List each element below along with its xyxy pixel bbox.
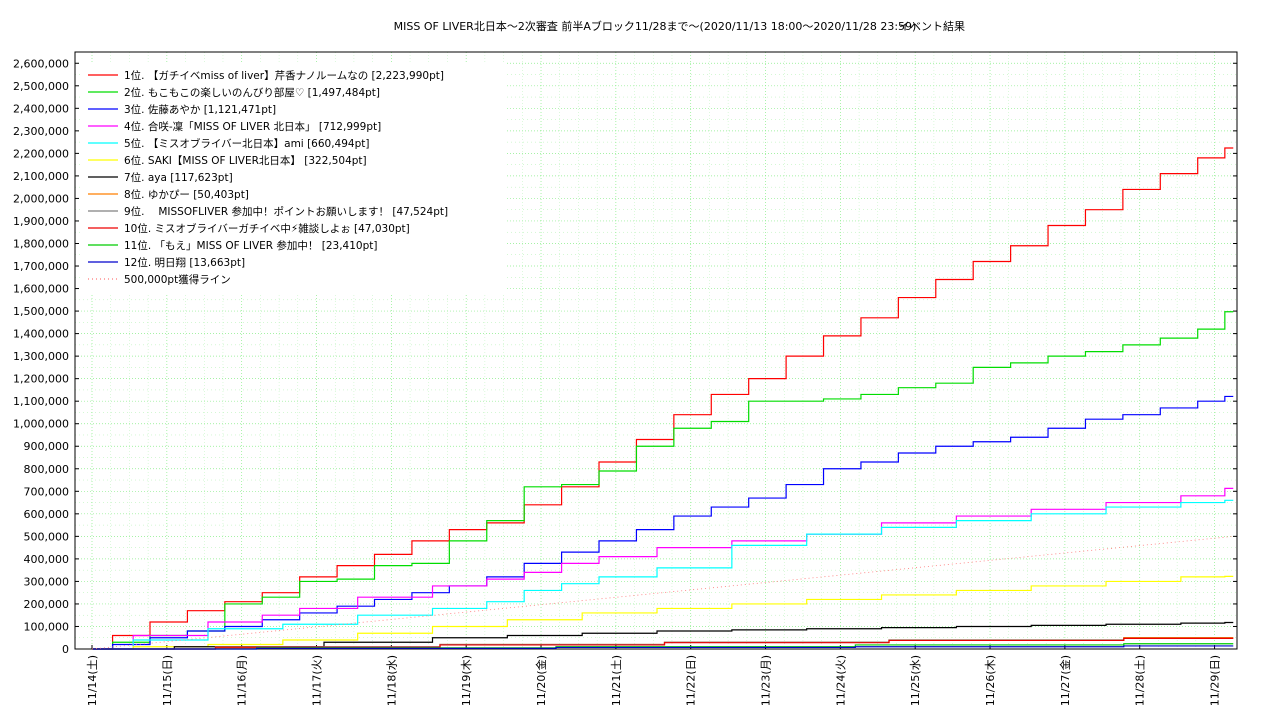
axes: 0 100,000 200,000 300,000 400,000 500,000 600,… (13, 51, 1238, 706)
series-line-12 (92, 645, 1234, 650)
series-line-6 (92, 575, 1234, 650)
y-tick-label: 1,200,000 (13, 373, 69, 386)
y-tick-label: 2,200,000 (13, 147, 69, 160)
y-tick-label: 1,900,000 (13, 215, 69, 228)
legend-label: 5位. 【ミスオブライバー北日本】ami [660,494pt] (124, 137, 369, 150)
series-lines (91, 147, 1234, 650)
y-tick-label: 1,800,000 (13, 237, 69, 250)
y-tick-label: 2,300,000 (13, 125, 69, 138)
x-tick-label: 11/22(日) (685, 655, 698, 706)
x-tick-label: 11/24(火) (834, 655, 847, 706)
series-line-2 (92, 311, 1234, 650)
x-tick-label: 11/29(日) (1209, 655, 1222, 706)
legend-label: 9位. MISSOFLIVER 参加中！ポイントお願いします！ [47,524p… (124, 205, 448, 218)
y-tick-label: 100,000 (24, 620, 70, 633)
x-tick-label: 11/20(金) (534, 655, 548, 706)
y-tick-label: 700,000 (24, 485, 70, 498)
x-tick-label: 11/18(水) (385, 655, 398, 706)
y-tick-label: 0 (62, 643, 69, 656)
y-tick-label: 300,000 (24, 575, 70, 588)
y-tick-label: 2,500,000 (13, 80, 69, 93)
legend-label: 12位. 明日翔 [13,663pt] (124, 256, 245, 269)
y-tick-label: 2,000,000 (13, 192, 69, 205)
y-tick-label: 1,300,000 (13, 350, 69, 363)
plot-frame (74, 51, 1238, 650)
legend-label: 500,000pt獲得ライン (124, 273, 231, 286)
y-tick-label: 200,000 (24, 598, 70, 611)
y-tick-label: 500,000 (24, 530, 70, 543)
series-line-1 (92, 147, 1234, 650)
chart-title: MISS OF LIVER北日本〜2次審査 前半Aブロック11/28まで〜(20… (394, 19, 917, 33)
y-tick-label: 400,000 (24, 553, 70, 566)
y-tick-label: 1,600,000 (13, 283, 69, 296)
x-tick-label: 11/23(月) (760, 655, 773, 706)
x-tick-label: 11/25(水) (909, 655, 922, 706)
y-tick-label: 800,000 (24, 463, 70, 476)
y-tick-label: 1,000,000 (13, 418, 69, 431)
x-tick-label: 11/16(月) (236, 655, 249, 706)
series-line-3 (92, 395, 1234, 650)
series-line-4 (92, 487, 1234, 650)
y-tick-label: 2,100,000 (13, 170, 69, 183)
legend-label: 7位. aya [117,623pt] (124, 171, 233, 184)
x-tick-label: 11/17(火) (311, 655, 324, 706)
x-tick-label: 11/14(土) (86, 655, 99, 706)
series-line-7 (92, 621, 1234, 650)
legend-label: 3位. 佐藤あやか [1,121,471pt] (124, 103, 276, 116)
legend-label: 6位. SAKI【MISS OF LIVER北日本】 [322,504pt] (124, 154, 367, 167)
x-tick-label: 11/15(日) (161, 655, 174, 706)
y-tick-label: 900,000 (24, 440, 70, 453)
series-line-5 (92, 499, 1234, 650)
legend-label: 1位. 【ガチイベmiss of liver】芹香ナノルームなの [2,223,… (124, 69, 444, 82)
legend-label: 10位. ミスオブライバーガチイベ中⚡雑談しよぉ [47,030pt] (124, 222, 410, 235)
y-tick-label: 1,100,000 (13, 395, 69, 408)
legend-label: 4位. 合咲-凜「MISS OF LIVER 北日本」 [712,999pt] (124, 120, 381, 133)
legend-label: 11位. 「もえ」MISS OF LIVER 参加中！ [23,410pt] (124, 239, 377, 252)
y-tick-label: 1,400,000 (13, 328, 69, 341)
y-tick-label: 1,700,000 (13, 260, 69, 273)
legend: 1位. 【ガチイベmiss of liver】芹香ナノルームなの [2,223,… (88, 69, 448, 286)
y-tick-label: 600,000 (24, 508, 70, 521)
y-tick-label: 2,600,000 (13, 57, 69, 70)
y-tick-label: 1,500,000 (13, 305, 69, 318)
legend-label: 8位. ゆかぴー [50,403pt] (124, 188, 249, 201)
chart-subtitle: イベント結果 (899, 19, 965, 33)
series-line-10 (92, 637, 1234, 650)
x-tick-label: 11/28(土) (1134, 655, 1147, 706)
legend-background (80, 62, 506, 294)
x-tick-label: 11/27(金) (1058, 655, 1072, 706)
y-tick-label: 2,400,000 (13, 102, 69, 115)
x-tick-label: 11/21(土) (610, 655, 623, 706)
x-tick-label: 11/19(木) (460, 655, 473, 706)
legend-label: 2位. もこもこの楽しいのんびり部屋♡ [1,497,484pt] (124, 86, 380, 99)
x-tick-label: 11/26(木) (984, 655, 997, 706)
